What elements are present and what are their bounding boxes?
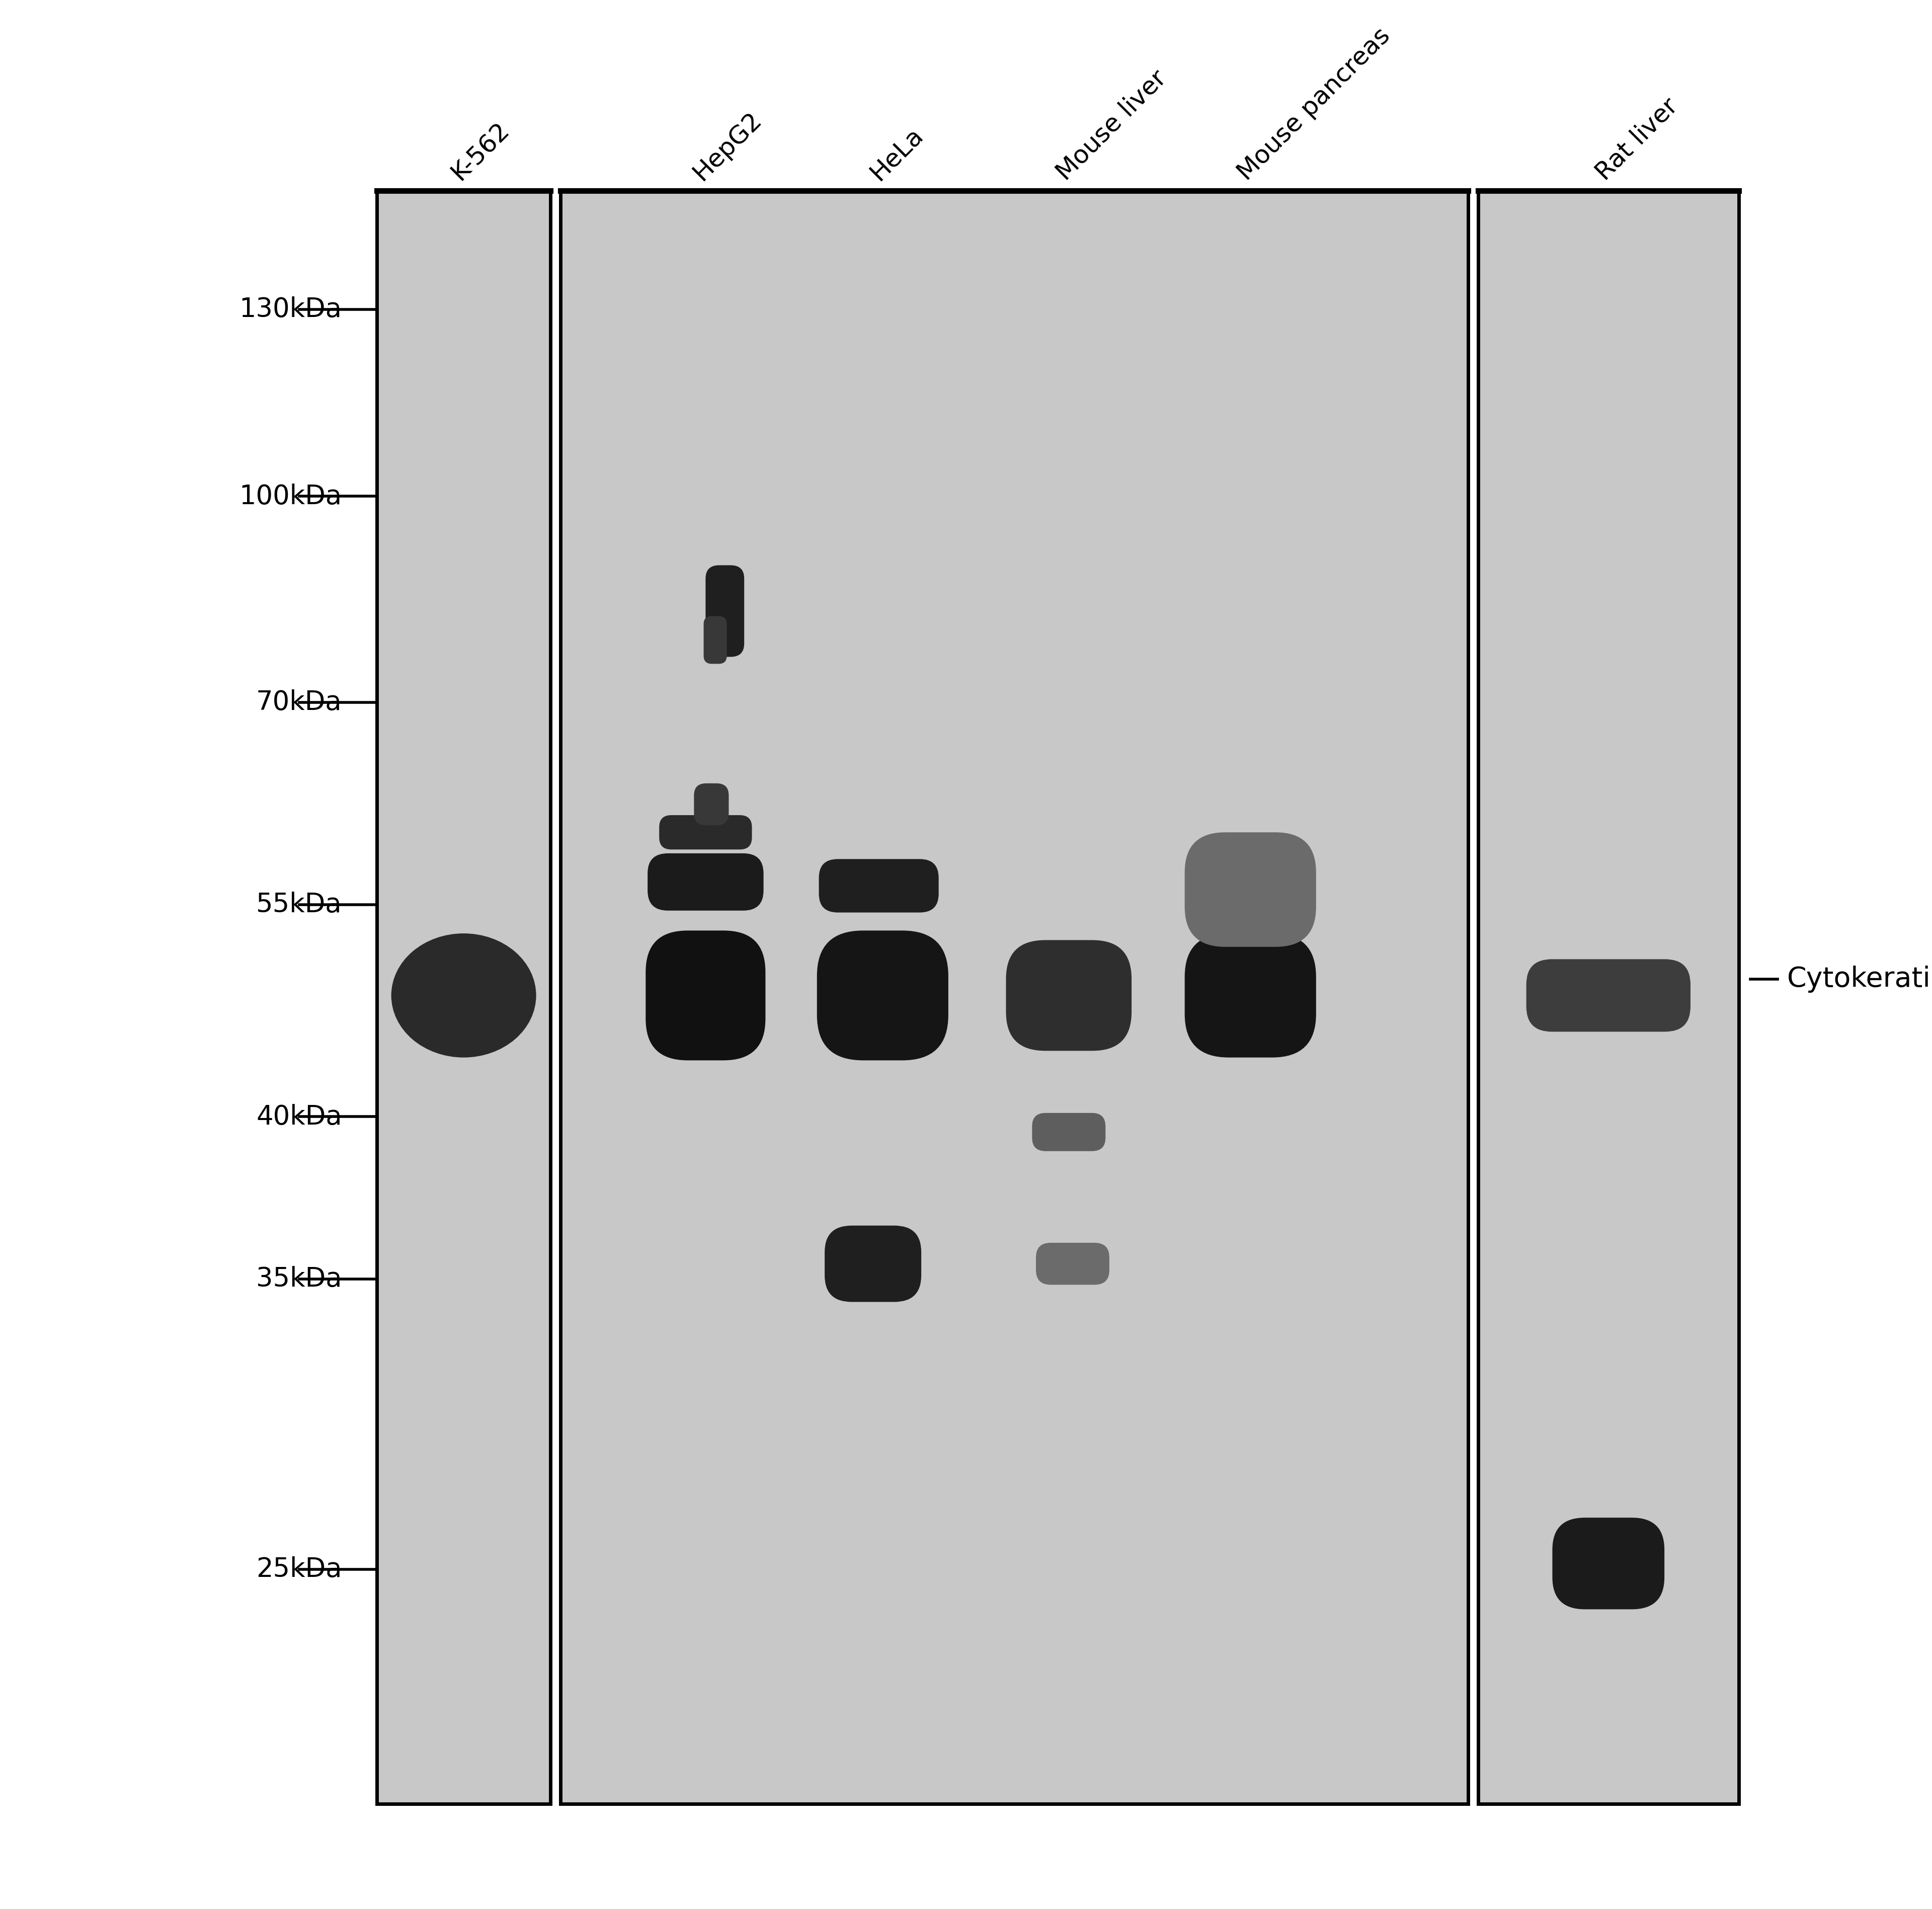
Text: 35kDa: 35kDa [257,1266,342,1292]
Bar [377,191,551,1804]
Text: 130kDa: 130kDa [240,296,342,323]
FancyBboxPatch shape [1184,832,1316,947]
Text: 100kDa: 100kDa [240,483,342,510]
Text: HepG2: HepG2 [688,107,767,185]
Text: K-562: K-562 [446,118,514,185]
Text: HeLa: HeLa [866,122,927,185]
Bar [1478,191,1739,1804]
Bar [560,191,1468,1804]
Text: 25kDa: 25kDa [257,1556,342,1583]
FancyBboxPatch shape [645,930,765,1059]
FancyBboxPatch shape [1184,934,1316,1058]
Text: Rat liver: Rat liver [1592,94,1683,185]
Text: Mouse liver: Mouse liver [1051,67,1171,185]
FancyBboxPatch shape [817,930,949,1059]
FancyBboxPatch shape [659,815,752,850]
FancyBboxPatch shape [825,1226,922,1302]
FancyBboxPatch shape [1036,1243,1109,1285]
FancyBboxPatch shape [705,565,744,657]
FancyBboxPatch shape [703,617,726,664]
FancyBboxPatch shape [1032,1113,1105,1151]
Bar [560,191,1468,1804]
Bar [1478,191,1739,1804]
Text: 55kDa: 55kDa [257,892,342,918]
Text: Cytokeratin-18: Cytokeratin-18 [1787,966,1932,993]
Text: 70kDa: 70kDa [257,689,342,716]
FancyBboxPatch shape [694,783,728,825]
Text: Mouse pancreas: Mouse pancreas [1233,23,1395,185]
FancyBboxPatch shape [1007,939,1132,1050]
Ellipse shape [390,934,535,1058]
FancyBboxPatch shape [1526,958,1691,1031]
Text: 40kDa: 40kDa [257,1103,342,1130]
Bar [377,191,551,1804]
FancyBboxPatch shape [647,853,763,911]
FancyBboxPatch shape [819,859,939,913]
FancyBboxPatch shape [1553,1518,1665,1609]
